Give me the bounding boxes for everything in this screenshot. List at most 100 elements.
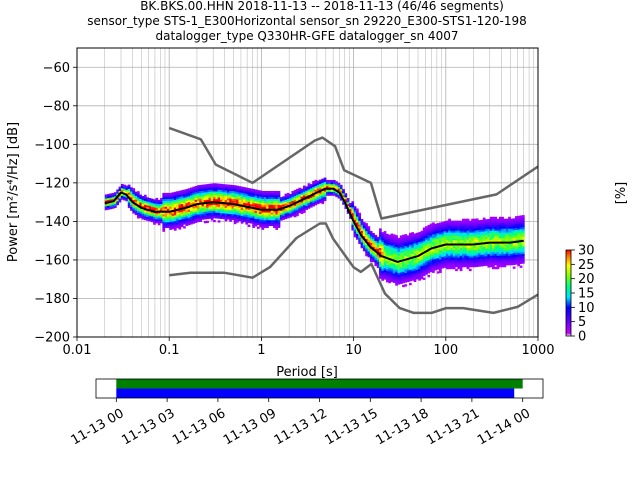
heatmap-cell xyxy=(376,240,380,243)
heatmap-cell xyxy=(305,207,308,210)
heatmap-cell xyxy=(104,196,108,199)
heatmap-cell xyxy=(388,251,391,255)
heatmap-cell xyxy=(226,196,230,199)
heatmap-cell xyxy=(213,194,216,198)
heatmap-cell xyxy=(468,230,472,233)
heatmap-cell xyxy=(436,251,440,255)
heatmap-cell xyxy=(355,212,359,215)
heatmap-cell xyxy=(353,229,357,232)
heatmap-cell xyxy=(395,237,398,240)
heatmap-cell xyxy=(298,205,302,208)
heatmap-cell xyxy=(236,197,239,200)
heatmap-cell xyxy=(397,237,401,241)
heatmap-cell xyxy=(252,223,255,226)
heatmap-cell xyxy=(411,270,415,274)
heatmap-cell xyxy=(379,228,382,231)
heatmap-cell xyxy=(226,207,230,210)
heatmap-cell xyxy=(233,189,237,192)
heatmap-cell xyxy=(243,200,246,203)
heatmap-cell xyxy=(432,260,435,264)
heatmap-cell xyxy=(376,242,380,245)
heatmap-cell xyxy=(385,270,389,273)
heatmap-cell xyxy=(425,272,428,275)
heatmap-cell xyxy=(422,239,426,242)
heatmap-cell xyxy=(478,252,481,256)
heatmap-cell xyxy=(443,259,447,263)
heatmap-cell xyxy=(399,235,403,238)
heatmap-cell xyxy=(302,208,306,211)
heatmap-cell xyxy=(475,241,479,244)
heatmap-cell xyxy=(471,228,474,231)
heatmap-cell xyxy=(190,214,193,217)
heatmap-cell xyxy=(201,215,205,218)
heatmap-cell xyxy=(307,191,311,194)
heatmap-cell xyxy=(392,272,396,276)
heatmap-cell xyxy=(245,197,249,200)
heatmap-cell xyxy=(418,245,421,248)
heatmap-cell xyxy=(238,201,242,204)
heatmap-cell xyxy=(358,235,362,239)
heatmap-cell xyxy=(443,228,447,232)
heatmap-cell xyxy=(485,228,488,232)
heatmap-cell xyxy=(491,249,495,252)
heatmap-cell xyxy=(441,239,444,242)
heatmap-cell xyxy=(116,199,119,202)
heatmap-cell xyxy=(369,257,373,261)
heatmap-cell xyxy=(383,267,387,271)
heatmap-cell xyxy=(482,246,486,249)
heatmap-cell xyxy=(259,202,262,205)
heatmap-cell xyxy=(413,266,417,269)
heatmap-cell xyxy=(505,222,509,225)
heatmap-cell xyxy=(176,206,179,209)
heatmap-cell xyxy=(247,211,251,214)
heatmap-cell xyxy=(381,251,385,254)
heatmap-cell xyxy=(432,255,435,258)
heatmap-cell xyxy=(183,212,186,216)
heatmap-cell xyxy=(519,253,523,257)
heatmap-cell xyxy=(224,211,228,214)
heatmap-cell xyxy=(457,245,461,249)
heatmap-cell xyxy=(473,239,477,243)
heatmap-cell xyxy=(326,181,329,185)
heatmap-cell xyxy=(478,227,481,231)
heatmap-cell xyxy=(425,231,428,235)
heatmap-cell xyxy=(443,221,447,224)
heatmap-cell xyxy=(109,197,113,200)
heatmap-cell xyxy=(217,214,221,217)
heatmap-cell xyxy=(420,261,424,264)
heatmap-cell xyxy=(146,210,149,214)
heatmap-cell xyxy=(475,239,479,242)
colorbar-tick-label: 30 xyxy=(578,244,595,259)
heatmap-cell xyxy=(505,257,509,260)
heatmap-cell xyxy=(330,191,334,194)
heatmap-cell xyxy=(432,257,435,260)
heatmap-cell xyxy=(137,208,140,211)
heatmap-cell xyxy=(475,253,479,256)
heatmap-cell xyxy=(332,193,336,196)
heatmap-cell xyxy=(452,222,456,225)
heatmap-cell xyxy=(372,244,375,247)
heatmap-cell xyxy=(302,204,306,208)
heatmap-cell xyxy=(422,237,426,240)
heatmap-cell xyxy=(487,255,491,258)
heatmap-cell xyxy=(372,232,375,236)
heatmap-cell xyxy=(178,225,182,228)
heatmap-cell xyxy=(390,254,394,258)
heatmap-cell xyxy=(448,239,451,243)
heatmap-cell xyxy=(519,261,523,264)
heatmap-cell xyxy=(367,229,371,233)
heatmap-cell xyxy=(187,197,191,201)
heatmap-cell xyxy=(381,232,385,235)
heatmap-cell xyxy=(229,211,232,215)
heatmap-cell xyxy=(422,277,426,280)
heatmap-cell xyxy=(512,251,516,254)
heatmap-cell xyxy=(104,198,108,201)
heatmap-cell xyxy=(409,250,412,253)
heatmap-cell xyxy=(268,221,272,225)
heatmap-cell xyxy=(521,236,525,239)
heatmap-cell xyxy=(222,193,226,197)
heatmap-cell xyxy=(224,219,228,222)
heatmap-cell xyxy=(199,184,202,188)
heatmap-cell xyxy=(268,202,272,205)
heatmap-cell xyxy=(443,232,447,236)
